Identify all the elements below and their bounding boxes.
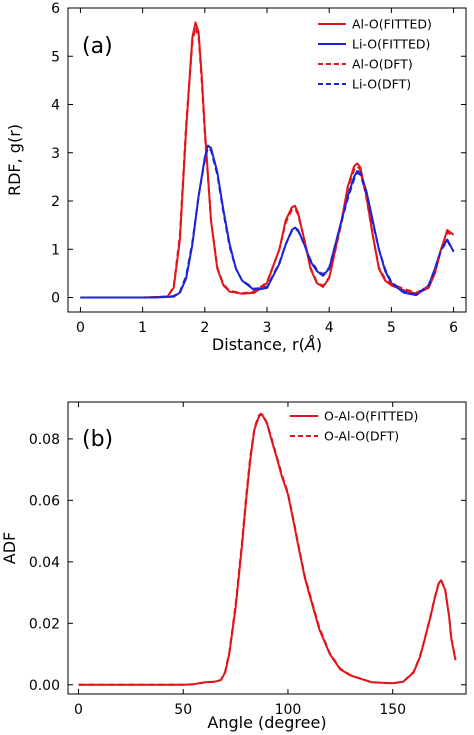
panel-a-legend: Al-O(FITTED) Li-O(FITTED) Al-O(DFT) Li-O(DF…	[318, 17, 432, 92]
panel-a-label: (a)	[82, 34, 113, 59]
panel-b: 0 50 100 150 0.00 0.02 0.04 0.06 0.08 (b) Angle …	[0, 401, 467, 732]
panel-b-label: (b)	[82, 427, 113, 452]
y-tick-label: 3	[51, 146, 60, 162]
x-tick-label: 4	[325, 320, 334, 336]
x-tick-label: 5	[387, 320, 396, 336]
legend-entry: Li-O(FITTED)	[352, 37, 430, 52]
legend-entry: Li-O(DFT)	[352, 77, 411, 92]
series-line-o-al-o-dft	[78, 412, 457, 686]
legend-entry: Al-O(FITTED)	[352, 17, 432, 32]
y-tick-label: 5	[51, 49, 60, 65]
panel-a: 0 1 2 3 4 5 6 0 1 2 3 4 5 6 (a) Distance, r(Å) RDF, g…	[5, 1, 467, 354]
y-tick-label: 4	[51, 98, 60, 114]
y-tick-label: 0.06	[29, 493, 60, 509]
y-tick-label: 0.02	[29, 616, 60, 632]
panel-b-ylabel: ADF	[0, 532, 19, 564]
panel-a-series	[80, 21, 455, 299]
panel-a-ylabel: RDF, g(r)	[5, 124, 24, 196]
x-tick-label: 100	[275, 702, 302, 718]
series-line-li-o-fitted	[80, 144, 455, 299]
panel-a-xlabel: Distance, r(Å)	[212, 335, 322, 354]
series-line-o-al-o-fitted	[78, 413, 457, 686]
panel-b-ticks: 0 50 100 150 0.00 0.02 0.04 0.06 0.08	[29, 402, 466, 718]
y-tick-label: 1	[51, 242, 60, 258]
y-tick-label: 0.00	[29, 678, 60, 694]
y-tick-label: 2	[51, 194, 60, 210]
panel-b-legend: O-Al-O(FITTED) O-Al-O(DFT)	[290, 409, 418, 444]
x-tick-label: 150	[379, 702, 406, 718]
x-tick-label: 6	[449, 320, 458, 336]
y-tick-label: 0	[51, 291, 60, 307]
series-line-al-o-dft	[80, 26, 455, 299]
y-tick-label: 0.04	[29, 555, 60, 571]
series-line-li-o-dft	[80, 146, 455, 299]
y-tick-label: 0.08	[29, 432, 60, 448]
panel-a-ticks: 0 1 2 3 4 5 6 0 1 2 3 4 5 6	[51, 1, 466, 336]
x-tick-label: 3	[263, 320, 272, 336]
x-tick-label: 0	[76, 320, 85, 336]
x-tick-label: 50	[174, 702, 192, 718]
panel-b-frame	[67, 401, 467, 695]
x-tick-label: 0	[74, 702, 83, 718]
panel-b-series	[78, 412, 457, 686]
x-tick-label: 2	[200, 320, 209, 336]
legend-entry: O-Al-O(DFT)	[324, 429, 399, 444]
y-tick-label: 6	[51, 1, 60, 17]
panel-b-xlabel: Angle (degree)	[207, 713, 326, 732]
legend-entry: Al-O(DFT)	[352, 57, 413, 72]
legend-entry: O-Al-O(FITTED)	[324, 409, 418, 424]
x-tick-label: 1	[138, 320, 147, 336]
panel-a-frame	[67, 7, 467, 313]
